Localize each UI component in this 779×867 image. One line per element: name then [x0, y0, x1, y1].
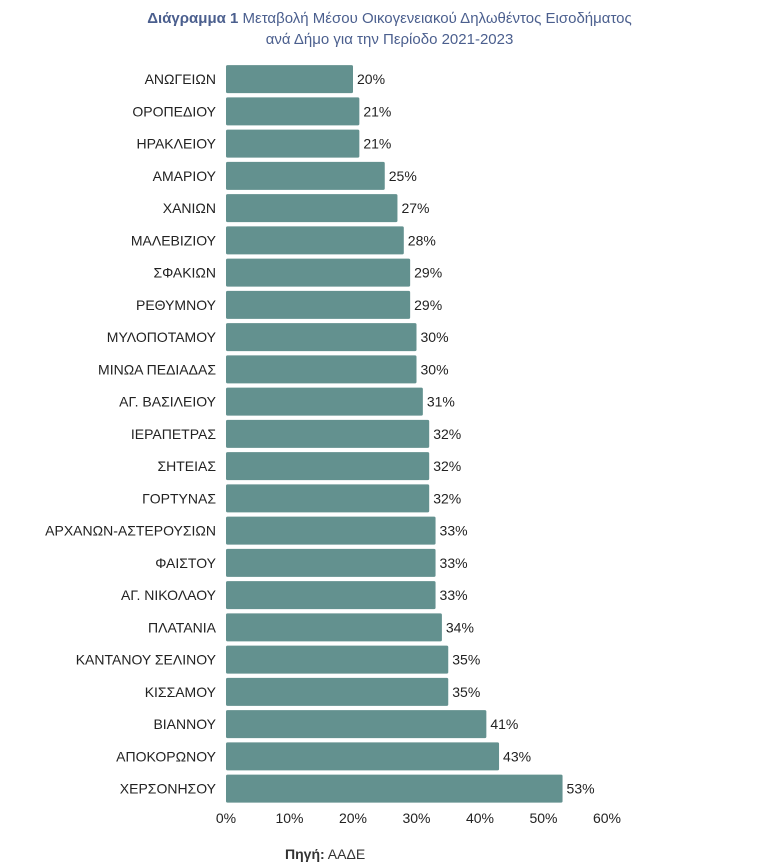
data-label: 32% — [433, 458, 461, 474]
bar — [226, 742, 500, 771]
chart-title: Διάγραμμα 1 Μεταβολή Μέσου Οικογενειακού… — [0, 8, 779, 50]
category-label: ΡΕΘΥΜΝΟΥ — [136, 297, 217, 313]
category-label: ΜΙΝΩΑ ΠΕΔΙΑΔΑΣ — [98, 361, 216, 377]
category-label: ΠΛΑΤΑΝΙΑ — [148, 619, 217, 635]
bar — [226, 581, 436, 610]
x-tick-label: 0% — [216, 810, 236, 826]
data-label: 31% — [427, 394, 455, 410]
source-value: ΑΑΔΕ — [327, 846, 366, 862]
data-label: 33% — [440, 555, 468, 571]
data-label: 41% — [490, 716, 518, 732]
bar — [226, 484, 430, 513]
category-label: ΧΑΝΙΩΝ — [163, 200, 216, 216]
category-label: ΒΙΑΝΝΟΥ — [153, 716, 216, 732]
data-label: 35% — [452, 652, 480, 668]
category-label: ΓΟΡΤΥΝΑΣ — [142, 490, 216, 506]
data-label: 34% — [446, 619, 474, 635]
category-label: ΑΓ. ΒΑΣΙΛΕΙΟΥ — [119, 394, 217, 410]
category-label: ΑΠΟΚΟΡΩΝΟΥ — [116, 748, 216, 764]
bar — [226, 355, 417, 384]
category-label: ΜΥΛΟΠΟΤΑΜΟΥ — [107, 329, 217, 345]
source-label: Πηγή: — [285, 846, 325, 862]
category-label: ΦΑΙΣΤΟΥ — [155, 555, 216, 571]
data-label: 27% — [401, 200, 429, 216]
data-label: 28% — [408, 232, 436, 248]
data-label: 43% — [503, 748, 531, 764]
bar — [226, 613, 442, 642]
x-tick-label: 30% — [402, 810, 430, 826]
x-tick-label: 20% — [339, 810, 367, 826]
category-label: ΙΕΡΑΠΕΤΡΑΣ — [131, 426, 217, 442]
category-label: ΑΝΩΓΕΙΩΝ — [145, 71, 216, 87]
title-prefix: Διάγραμμα 1 — [147, 10, 239, 27]
data-label: 29% — [414, 297, 442, 313]
category-label: ΑΓ. ΝΙΚΟΛΑΟΥ — [121, 587, 217, 603]
data-label: 35% — [452, 684, 480, 700]
bar — [226, 710, 487, 739]
data-label: 25% — [389, 168, 417, 184]
data-label: 32% — [433, 490, 461, 506]
category-label: ΧΕΡΣΟΝΗΣΟΥ — [120, 781, 217, 797]
data-label: 32% — [433, 426, 461, 442]
bar — [226, 419, 430, 448]
x-tick-label: 60% — [593, 810, 621, 826]
category-label: ΚΑΝΤΑΝΟΥ ΣΕΛΙΝΟΥ — [76, 652, 217, 668]
bar — [226, 194, 398, 223]
category-label: ΣΦΑΚΙΩΝ — [153, 265, 216, 281]
bar — [226, 226, 404, 255]
category-label: ΣΗΤΕΙΑΣ — [157, 458, 216, 474]
bar — [226, 161, 385, 190]
bar — [226, 548, 436, 577]
title-line2: ανά Δήμο για την Περίοδο 2021-2023 — [265, 31, 514, 48]
category-label: ΜΑΛΕΒΙΖΙΟΥ — [131, 232, 217, 248]
bar — [226, 323, 417, 352]
data-label: 53% — [567, 781, 595, 797]
bar — [226, 452, 430, 481]
bar — [226, 129, 360, 158]
bar — [226, 516, 436, 545]
bar — [226, 677, 449, 706]
bar — [226, 97, 360, 126]
data-label: 21% — [363, 103, 391, 119]
title-line1: Μεταβολή Μέσου Οικογενειακού Δηλωθέντος … — [242, 10, 632, 27]
category-label: ΗΡΑΚΛΕΙΟΥ — [137, 136, 217, 152]
bar — [226, 645, 449, 674]
category-label: ΚΙΣΣΑΜΟΥ — [145, 684, 217, 700]
bar — [226, 65, 353, 94]
data-label: 33% — [440, 587, 468, 603]
data-label: 20% — [357, 71, 385, 87]
data-label: 30% — [421, 361, 449, 377]
source-note: Πηγή: ΑΑΔΕ — [285, 846, 365, 862]
x-tick-label: 40% — [466, 810, 494, 826]
data-label: 21% — [363, 136, 391, 152]
bar — [226, 387, 423, 416]
data-label: 29% — [414, 265, 442, 281]
x-tick-label: 10% — [275, 810, 303, 826]
category-label: ΟΡΟΠΕΔΙΟΥ — [132, 103, 216, 119]
data-label: 33% — [440, 523, 468, 539]
bar — [226, 290, 411, 319]
bar — [226, 774, 563, 803]
x-tick-label: 50% — [529, 810, 557, 826]
bar — [226, 258, 411, 287]
category-label: ΑΜΑΡΙΟΥ — [153, 168, 217, 184]
data-label: 30% — [421, 329, 449, 345]
category-label: ΑΡΧΑΝΩΝ-ΑΣΤΕΡΟΥΣΙΩΝ — [45, 523, 216, 539]
